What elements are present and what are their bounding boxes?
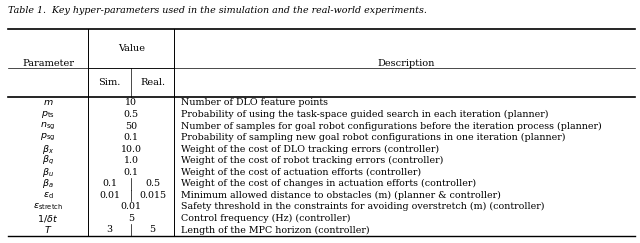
Text: Number of DLO feature points: Number of DLO feature points bbox=[181, 98, 328, 107]
Text: Weight of the cost of robot tracking errors (controller): Weight of the cost of robot tracking err… bbox=[181, 156, 444, 165]
Text: 10.0: 10.0 bbox=[121, 145, 141, 154]
Text: $p_{\mathrm{ts}}$: $p_{\mathrm{ts}}$ bbox=[41, 109, 55, 120]
Text: Value: Value bbox=[118, 44, 145, 53]
Text: Control frequency (Hz) (controller): Control frequency (Hz) (controller) bbox=[181, 214, 351, 223]
Text: 0.1: 0.1 bbox=[124, 168, 139, 177]
Text: 0.1: 0.1 bbox=[102, 179, 117, 188]
Text: 0.01: 0.01 bbox=[121, 202, 141, 211]
Text: Weight of the cost of changes in actuation efforts (controller): Weight of the cost of changes in actuati… bbox=[181, 179, 476, 188]
Text: Safety threshold in the constraints for avoiding overstretch (m) (controller): Safety threshold in the constraints for … bbox=[181, 202, 545, 211]
Text: Minimum allowed distance to obstacles (m) (planner & controller): Minimum allowed distance to obstacles (m… bbox=[181, 191, 501, 200]
Text: 1.0: 1.0 bbox=[124, 156, 139, 165]
Text: Probability of sampling new goal robot configurations in one iteration (planner): Probability of sampling new goal robot c… bbox=[181, 133, 566, 142]
Text: $m$: $m$ bbox=[43, 98, 53, 107]
Text: Probability of using the task-space guided search in each iteration (planner): Probability of using the task-space guid… bbox=[181, 110, 548, 119]
Text: $\epsilon_{\mathrm{stretch}}$: $\epsilon_{\mathrm{stretch}}$ bbox=[33, 202, 63, 212]
Text: Weight of the cost of actuation efforts (controller): Weight of the cost of actuation efforts … bbox=[181, 168, 421, 177]
Text: Weight of the cost of DLO tracking errors (controller): Weight of the cost of DLO tracking error… bbox=[181, 145, 439, 154]
Text: Description: Description bbox=[378, 59, 435, 68]
Text: Parameter: Parameter bbox=[22, 59, 74, 68]
Text: Length of the MPC horizon (controller): Length of the MPC horizon (controller) bbox=[181, 225, 370, 234]
Text: Sim.: Sim. bbox=[99, 78, 121, 87]
Text: Real.: Real. bbox=[140, 78, 165, 87]
Text: Number of samples for goal robot configurations before the iteration process (pl: Number of samples for goal robot configu… bbox=[181, 122, 602, 131]
Text: 5: 5 bbox=[128, 214, 134, 223]
Text: 10: 10 bbox=[125, 98, 137, 107]
Text: 0.5: 0.5 bbox=[145, 179, 160, 188]
Text: 0.015: 0.015 bbox=[139, 191, 166, 200]
Text: $1/\delta t$: $1/\delta t$ bbox=[38, 213, 58, 224]
Text: $\beta_a$: $\beta_a$ bbox=[42, 177, 54, 190]
Text: $\beta_x$: $\beta_x$ bbox=[42, 143, 54, 156]
Text: $\epsilon_{\mathrm{d}}$: $\epsilon_{\mathrm{d}}$ bbox=[43, 190, 53, 200]
Text: $\beta_u$: $\beta_u$ bbox=[42, 166, 54, 179]
Text: $\beta_q$: $\beta_q$ bbox=[42, 154, 54, 167]
Text: 50: 50 bbox=[125, 122, 137, 130]
Text: $T$: $T$ bbox=[44, 225, 52, 235]
Text: 0.01: 0.01 bbox=[99, 191, 120, 200]
Text: 0.5: 0.5 bbox=[124, 110, 139, 119]
Text: 3: 3 bbox=[107, 226, 113, 234]
Text: $p_{\mathrm{sg}}$: $p_{\mathrm{sg}}$ bbox=[40, 132, 56, 143]
Text: 5: 5 bbox=[150, 226, 156, 234]
Text: $n_{\mathrm{sg}}$: $n_{\mathrm{sg}}$ bbox=[40, 121, 56, 132]
Text: 0.1: 0.1 bbox=[124, 133, 139, 142]
Text: Table 1.  Key hyper-parameters used in the simulation and the real-world experim: Table 1. Key hyper-parameters used in th… bbox=[8, 6, 426, 15]
